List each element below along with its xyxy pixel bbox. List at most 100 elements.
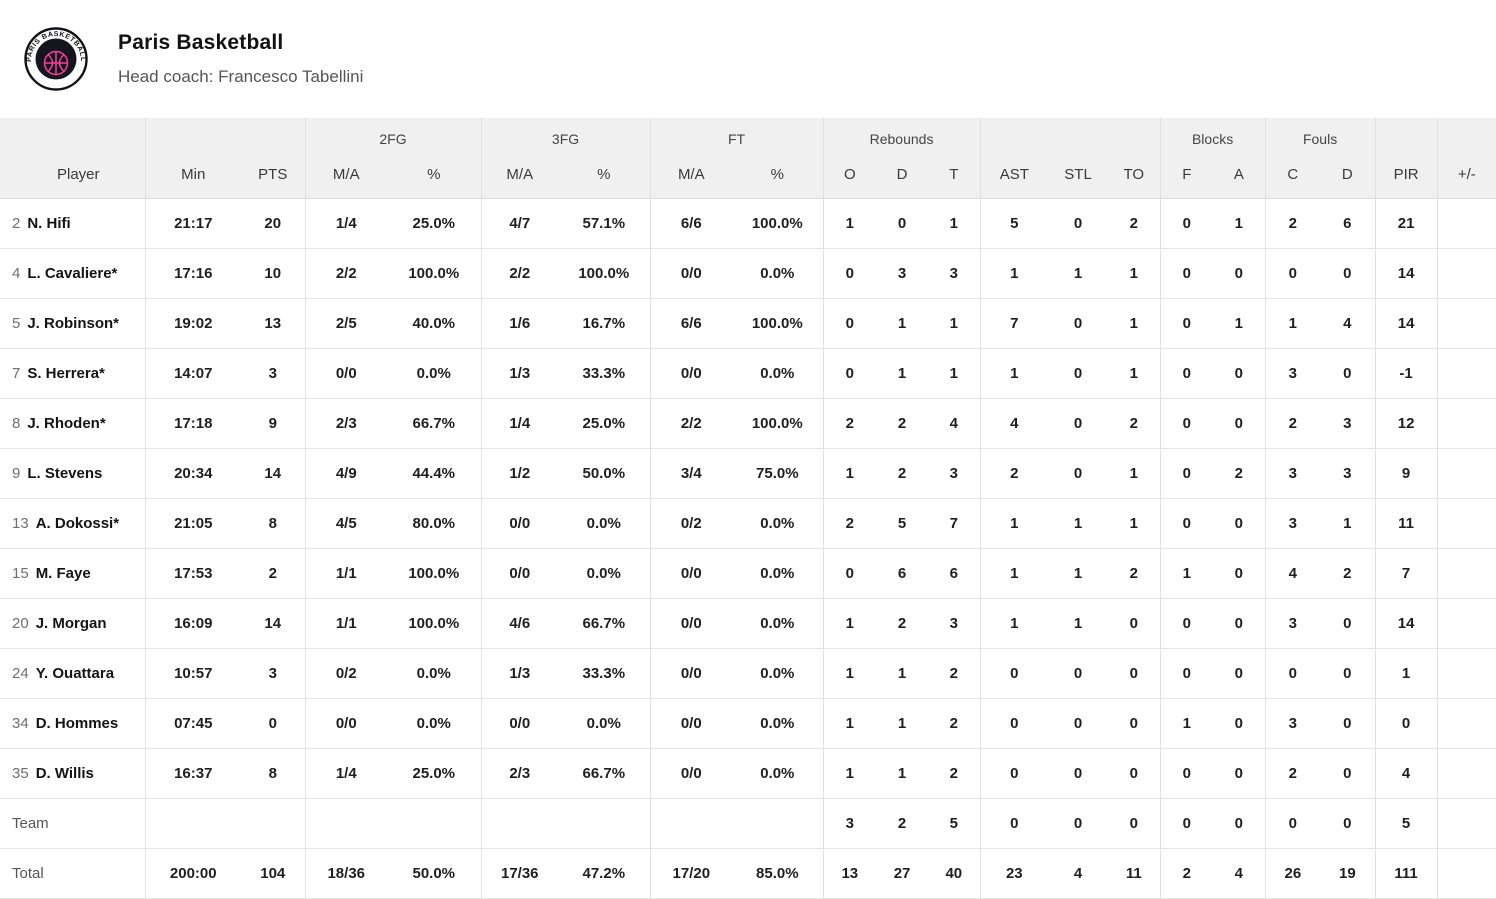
col-header-pir: PIR <box>1375 152 1438 198</box>
stat-cell: 0/0 <box>481 497 559 548</box>
group-header-ft: FT <box>650 118 824 152</box>
stat-cell: 0 <box>1048 697 1109 748</box>
stat-cell: 0 <box>1160 247 1214 298</box>
stat-cell: 0.0% <box>732 697 824 748</box>
stat-cell: 2/2 <box>305 247 387 298</box>
stat-cell <box>1437 547 1496 598</box>
col-header-ma: M/A <box>506 166 534 184</box>
stat-cell: 0/0 <box>650 347 733 398</box>
stat-cell <box>1437 397 1496 448</box>
player-name-cell: 7 S. Herrera* <box>0 347 146 398</box>
player-name: J. Rhoden* <box>27 414 106 432</box>
player-name-cell: 15 M. Faye <box>0 547 146 598</box>
stat-cell: 1/3 <box>481 347 559 398</box>
stat-cell: 1 <box>823 597 877 648</box>
stat-cell: 0/0 <box>650 547 733 598</box>
stat-cell: 3 <box>876 247 929 298</box>
group-header-rebounds: Rebounds <box>823 118 981 152</box>
col-header-pts: PTS <box>241 152 306 198</box>
stat-cell <box>387 797 482 848</box>
stat-cell: 0 <box>1048 197 1109 248</box>
stat-cell <box>241 797 306 848</box>
stat-cell: 1/4 <box>305 747 387 798</box>
stat-cell: 2 <box>928 647 981 698</box>
player-name-cell: 35 D. Willis <box>0 747 146 798</box>
stat-cell: 8 <box>241 497 306 548</box>
stat-cell: 0 <box>1265 247 1321 298</box>
stat-cell: 1/4 <box>481 397 559 448</box>
stat-cell: 1/1 <box>305 547 387 598</box>
group-header-blank <box>980 118 1161 152</box>
stat-cell: 3 <box>1265 447 1321 498</box>
stat-cell: 1 <box>1108 347 1161 398</box>
stat-cell: 0 <box>1213 747 1266 798</box>
stat-cell: 1 <box>980 547 1049 598</box>
stat-cell: 0 <box>1213 547 1266 598</box>
col-header-: % <box>732 152 824 198</box>
stat-cell: 0 <box>1160 497 1214 548</box>
stat-cell: 5 <box>980 197 1049 248</box>
stat-cell <box>1437 847 1496 898</box>
stat-cell: 6 <box>1320 197 1376 248</box>
stat-cell: 3 <box>241 347 306 398</box>
stat-cell: 0 <box>980 747 1049 798</box>
stat-cell: 2/2 <box>481 247 559 298</box>
stat-cell <box>1437 447 1496 498</box>
stat-cell: 1 <box>980 347 1049 398</box>
stat-cell: 0 <box>1320 697 1376 748</box>
col-header-d: D <box>1320 152 1376 198</box>
stat-cell: 2 <box>1265 397 1321 448</box>
stat-cell: 0/0 <box>481 547 559 598</box>
stat-cell: 5 <box>928 797 981 848</box>
stat-cell: 5 <box>876 497 929 548</box>
stat-cell: 3 <box>928 447 981 498</box>
group-header-blank <box>1375 118 1438 152</box>
stat-cell: 17/20 <box>650 847 733 898</box>
col-header-d: D <box>896 166 908 184</box>
stat-cell: 0.0% <box>732 597 824 648</box>
stat-cell: 1 <box>876 297 929 348</box>
stat-cell: 104 <box>241 847 306 898</box>
stat-cell: 4/7 <box>481 197 559 248</box>
stat-cell: 0/0 <box>650 697 733 748</box>
stat-cell: 0 <box>1160 347 1214 398</box>
stat-cell: 50.0% <box>558 447 651 498</box>
stat-cell: 1 <box>876 697 929 748</box>
stat-cell: 4/9 <box>305 447 387 498</box>
player-name-cell: 2 N. Hifi <box>0 197 146 248</box>
stat-cell: 2/3 <box>305 397 387 448</box>
stat-cell: 20:34 <box>145 447 241 498</box>
stat-cell: 2 <box>1265 197 1321 248</box>
stat-cell: 0 <box>1213 647 1266 698</box>
col-header-to: TO <box>1108 152 1161 198</box>
stat-cell: 0 <box>1108 597 1161 648</box>
col-header-ma: M/A <box>677 166 705 184</box>
col-header-stl: STL <box>1064 166 1092 184</box>
player-name-cell: 9 L. Stevens <box>0 447 146 498</box>
stat-cell: 14:07 <box>145 347 241 398</box>
stat-cell: 2 <box>876 597 929 648</box>
stat-cell: 7 <box>928 497 981 548</box>
stat-cell: 3 <box>1265 497 1321 548</box>
stat-cell: 2 <box>876 447 929 498</box>
col-header-player: Player <box>0 152 146 198</box>
stat-cell: 0 <box>1048 647 1109 698</box>
player-name: L. Stevens <box>27 464 103 482</box>
stat-cell: 3 <box>241 647 306 698</box>
stat-cell: 0 <box>1048 347 1109 398</box>
stat-cell: 100.0% <box>558 247 651 298</box>
stat-cell: 4 <box>980 397 1049 448</box>
stat-cell: 1 <box>823 697 877 748</box>
team-row: Team 3 2 5 0 0 0 0 0 0 0 5 <box>0 797 1496 848</box>
stat-cell: 0 <box>980 697 1049 748</box>
stat-cell: 1 <box>1213 197 1266 248</box>
stat-cell: 17:16 <box>145 247 241 298</box>
player-number: 8 <box>12 414 21 432</box>
stat-cell: 21 <box>1375 197 1438 248</box>
stat-cell: 0 <box>980 797 1049 848</box>
stat-cell: 0 <box>1213 347 1266 398</box>
stat-cell <box>1437 297 1496 348</box>
stat-cell: 6 <box>876 547 929 598</box>
col-header-ma: M/A <box>332 166 360 184</box>
